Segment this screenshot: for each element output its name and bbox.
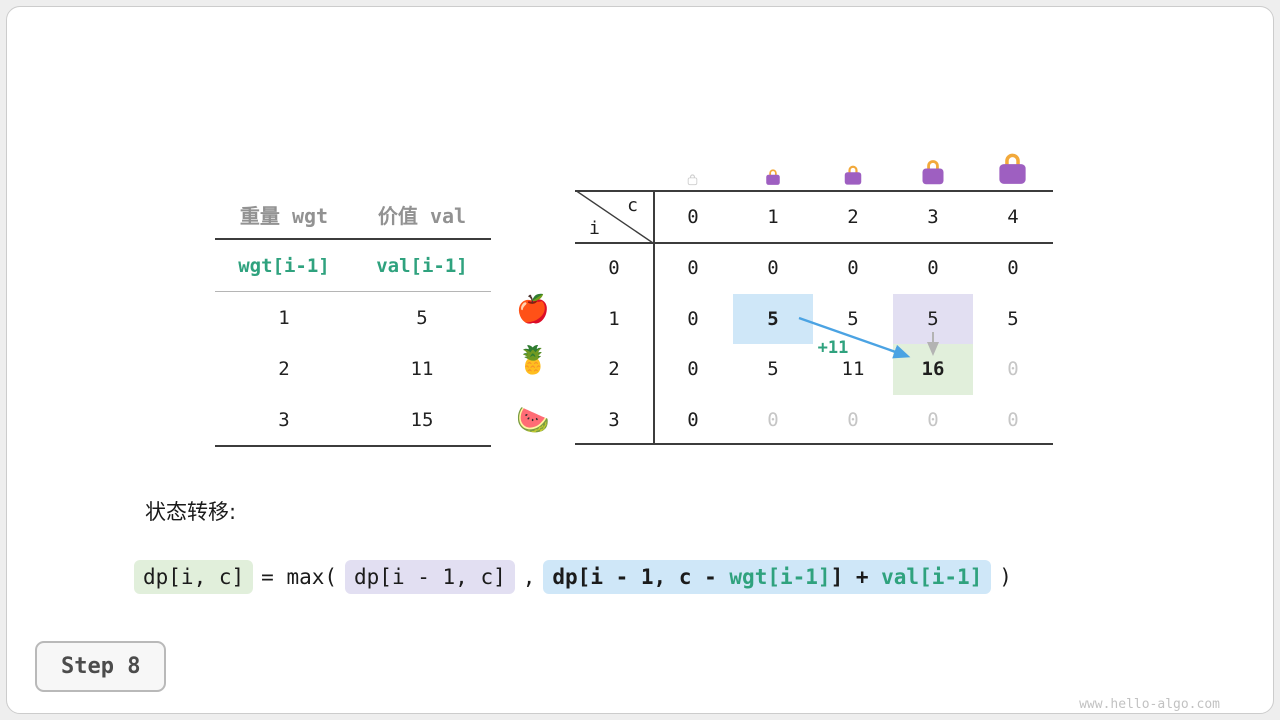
col-header-2: 2 [847,205,859,228]
formula-arg2-part1: dp[i - 1, c - [552,565,730,589]
col-header-3: 3 [927,205,939,228]
dp-cell-0-2: 0 [847,257,859,280]
bag-icon-col1 [766,169,780,185]
item-1-weight: 1 [278,306,290,329]
col-header-0: 0 [687,205,699,228]
dp-bottom-rule [575,443,1053,445]
dp-cell-3-0: 0 [687,408,699,431]
item-3-weight: 3 [278,408,290,431]
dp-cell-1-4: 5 [1007,307,1019,330]
item-1-value: 5 [416,306,428,329]
dp-cell-3-1: 0 [767,408,779,431]
dp-cell-2-3-target-highlight: 16 [893,344,973,395]
item-3-value: 15 [410,408,434,431]
pineapple-icon: 🍍 [516,345,550,376]
formula-arg2-chip: dp[i - 1, c - wgt[i-1]] + val[i-1] [543,560,992,594]
apple-icon: 🍎 [516,294,550,325]
weight-column-header: 重量 wgt [239,203,329,228]
dp-cell-1-3-source-highlight: 5 [893,293,973,344]
formula-arg2-wgt: wgt[i-1] [729,565,831,589]
step-badge: Step 8 [35,641,167,692]
dp-cell-2-4: 0 [1007,358,1019,381]
dp-header-rule [575,242,1053,244]
watermelon-icon: 🍉 [516,405,550,436]
dp-vertical-rule [653,190,655,445]
dp-cell-3-4: 0 [1007,408,1019,431]
dp-cell-0-0: 0 [687,257,699,280]
item-row-2: 2 11 [215,343,491,394]
row-header-0: 0 [608,257,620,280]
dp-cell-2-0: 0 [687,358,699,381]
plus-value-annotation: +11 [817,338,849,358]
dp-cell-1-1-source-highlight: 5 [733,293,813,344]
row-header-1: 1 [608,307,620,330]
figure-card [6,6,1274,714]
dp-cell-1-0: 0 [687,307,699,330]
val-formula-label: val[i-1] [376,254,468,277]
dp-table: c i 0 1 2 3 4 0 0 0 0 0 0 1 0 5 5 5 5 2 … [575,190,1053,445]
formula-comma: , [522,565,536,589]
formula-close-paren: ) [999,565,1012,589]
watermark: www.hello-algo.com [1079,697,1220,712]
item-row-1: 1 5 [215,292,491,343]
dp-grid: c i 0 1 2 3 4 0 0 0 0 0 0 1 0 5 5 5 5 2 … [575,190,1053,445]
dp-cell-2-2: 11 [841,358,865,381]
item-2-value: 11 [410,357,434,380]
formula-eq-max: = max( [261,565,338,589]
dp-top-rule [575,190,1053,192]
formula-arg2-part3: ] + [830,565,882,589]
row-header-2: 2 [608,358,620,381]
bag-icon-empty-col0 [687,174,698,186]
wgt-formula-label: wgt[i-1] [238,254,330,277]
corner-diagonal-line [575,190,653,243]
dp-cell-0-4: 0 [1007,257,1019,280]
row-header-3: 3 [608,408,620,431]
dp-cell-0-1: 0 [767,257,779,280]
item-row-3: 3 15 [215,394,491,445]
formula-lhs-chip: dp[i, c] [134,560,254,594]
dp-cell-3-2: 0 [847,408,859,431]
items-formula-row: wgt[i-1] val[i-1] [215,240,491,292]
corner-row-label: i [589,218,600,239]
dp-cell-3-3: 0 [927,408,939,431]
dp-cell-2-1: 5 [767,358,779,381]
items-table-header: 重量 wgt 价值 val [215,190,491,240]
dp-cell-1-2: 5 [847,307,859,330]
corner-col-label: c [627,195,638,216]
col-header-1: 1 [767,205,779,228]
dp-cell-0-3: 0 [927,257,939,280]
dp-corner-cell: c i [575,190,653,243]
col-header-4: 4 [1007,205,1019,228]
transition-formula: dp[i, c] = max( dp[i - 1, c] , dp[i - 1,… [134,560,1020,594]
formula-arg1-chip: dp[i - 1, c] [345,560,515,594]
formula-arg2-val: val[i-1] [881,565,983,589]
bag-icon-col2 [844,165,862,185]
items-table: 重量 wgt 价值 val wgt[i-1] val[i-1] 1 5 2 11… [215,190,491,447]
bag-icon-col4 [999,153,1026,184]
transition-section-label: 状态转移: [145,500,237,524]
item-2-weight: 2 [278,357,290,380]
bag-icon-col3 [922,160,944,185]
value-column-header: 价值 val [377,203,467,228]
